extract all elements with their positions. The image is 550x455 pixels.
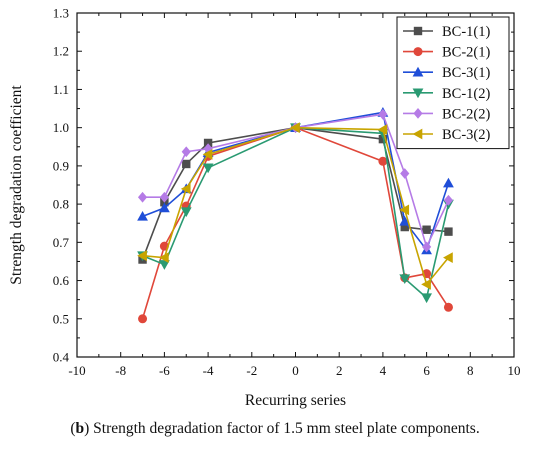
data-point [443,177,454,188]
y-tick-label: 0.9 [53,158,69,173]
legend-item: BC-1(1) [403,24,491,40]
data-point [137,210,148,221]
data-point [421,293,432,304]
data-point [181,146,191,158]
caption-prefix-close: ) [84,420,90,437]
data-point [202,149,213,160]
x-tick-label: -4 [203,363,214,378]
data-point [399,274,411,285]
data-point [378,108,388,120]
y-tick-label: 0.5 [53,311,69,326]
data-point [137,191,148,203]
x-tick-label: 10 [508,363,521,378]
legend-label: BC-3(1) [442,65,491,81]
x-tick-label: 6 [423,363,430,378]
legend-item: BC-1(2) [403,86,491,102]
x-tick-label: -2 [246,363,257,378]
data-point [400,222,409,232]
y-tick-label: 1.1 [53,82,69,97]
data-point [399,215,411,226]
data-point [400,168,410,179]
data-point [421,278,431,290]
data-point [443,194,454,206]
data-point [422,241,432,253]
legend-label: BC-2(2) [442,106,491,122]
y-tick-label: 0.4 [53,350,70,365]
x-axis-label: Recurring series [245,392,346,409]
data-point [159,191,169,203]
legend-label: BC-3(2) [442,127,491,143]
series-BC-3(2) [137,122,453,290]
legend-label: BC-1(2) [442,86,491,102]
x-tick-label: 2 [336,363,343,378]
data-point [290,122,300,134]
data-point [443,252,453,264]
legend-label: BC-2(1) [442,45,491,61]
legend-item: BC-3(1) [403,65,491,81]
legend-marker [412,66,424,77]
y-tick-label: 0.7 [53,235,70,250]
y-tick-label: 0.6 [53,273,70,288]
data-point [182,159,191,169]
legend-item: BC-3(2) [403,127,491,143]
y-axis-label: Strength degradation coefficient [8,85,25,285]
x-tick-label: -8 [115,363,126,378]
legend-label: BC-1(1) [442,24,491,40]
data-point [378,156,388,166]
data-point [180,207,192,218]
data-point [399,204,410,216]
x-tick-label: 4 [380,363,387,378]
y-tick-label: 1.3 [53,6,69,21]
legend-marker [412,88,424,99]
data-point [137,250,147,262]
x-tick-label: 8 [467,363,474,378]
legend-marker [413,108,423,119]
legend-box [396,16,510,150]
x-tick-label: 0 [292,363,299,378]
x-tick-label: -6 [159,363,170,378]
y-tick-label: 1.0 [53,120,69,135]
caption-prefix-open: ( [70,420,76,437]
y-tick-label: 0.8 [53,197,69,212]
legend-item: BC-2(1) [403,45,491,61]
figure-caption: (b) Strength degradation factor of 1.5 m… [0,420,550,438]
legend-item: BC-2(2) [403,106,491,122]
data-point [422,225,431,234]
data-point [378,134,388,144]
data-point [138,314,148,324]
data-point [203,138,213,148]
data-point [202,163,214,174]
legend-marker [413,47,423,57]
data-point [180,183,191,195]
data-point [159,252,169,264]
caption-prefix-letter: b [75,420,85,437]
data-point [443,302,453,312]
x-tick-label: -10 [68,363,85,378]
legend-marker [412,128,423,140]
y-tick-label: 1.2 [53,44,69,59]
data-point [377,124,388,135]
data-point [159,260,170,270]
legend-marker [413,26,423,36]
strength-degradation-chart: -10 -8 -6 -4 -2 0 2 4 6 8 10 0.4 0.5 0.6 0.7 0.8 0.9 1.0 1… [8,6,521,410]
caption-text: Strength degradation factor of 1.5 mm st… [89,420,480,437]
data-point [159,202,170,213]
data-point [444,227,453,236]
